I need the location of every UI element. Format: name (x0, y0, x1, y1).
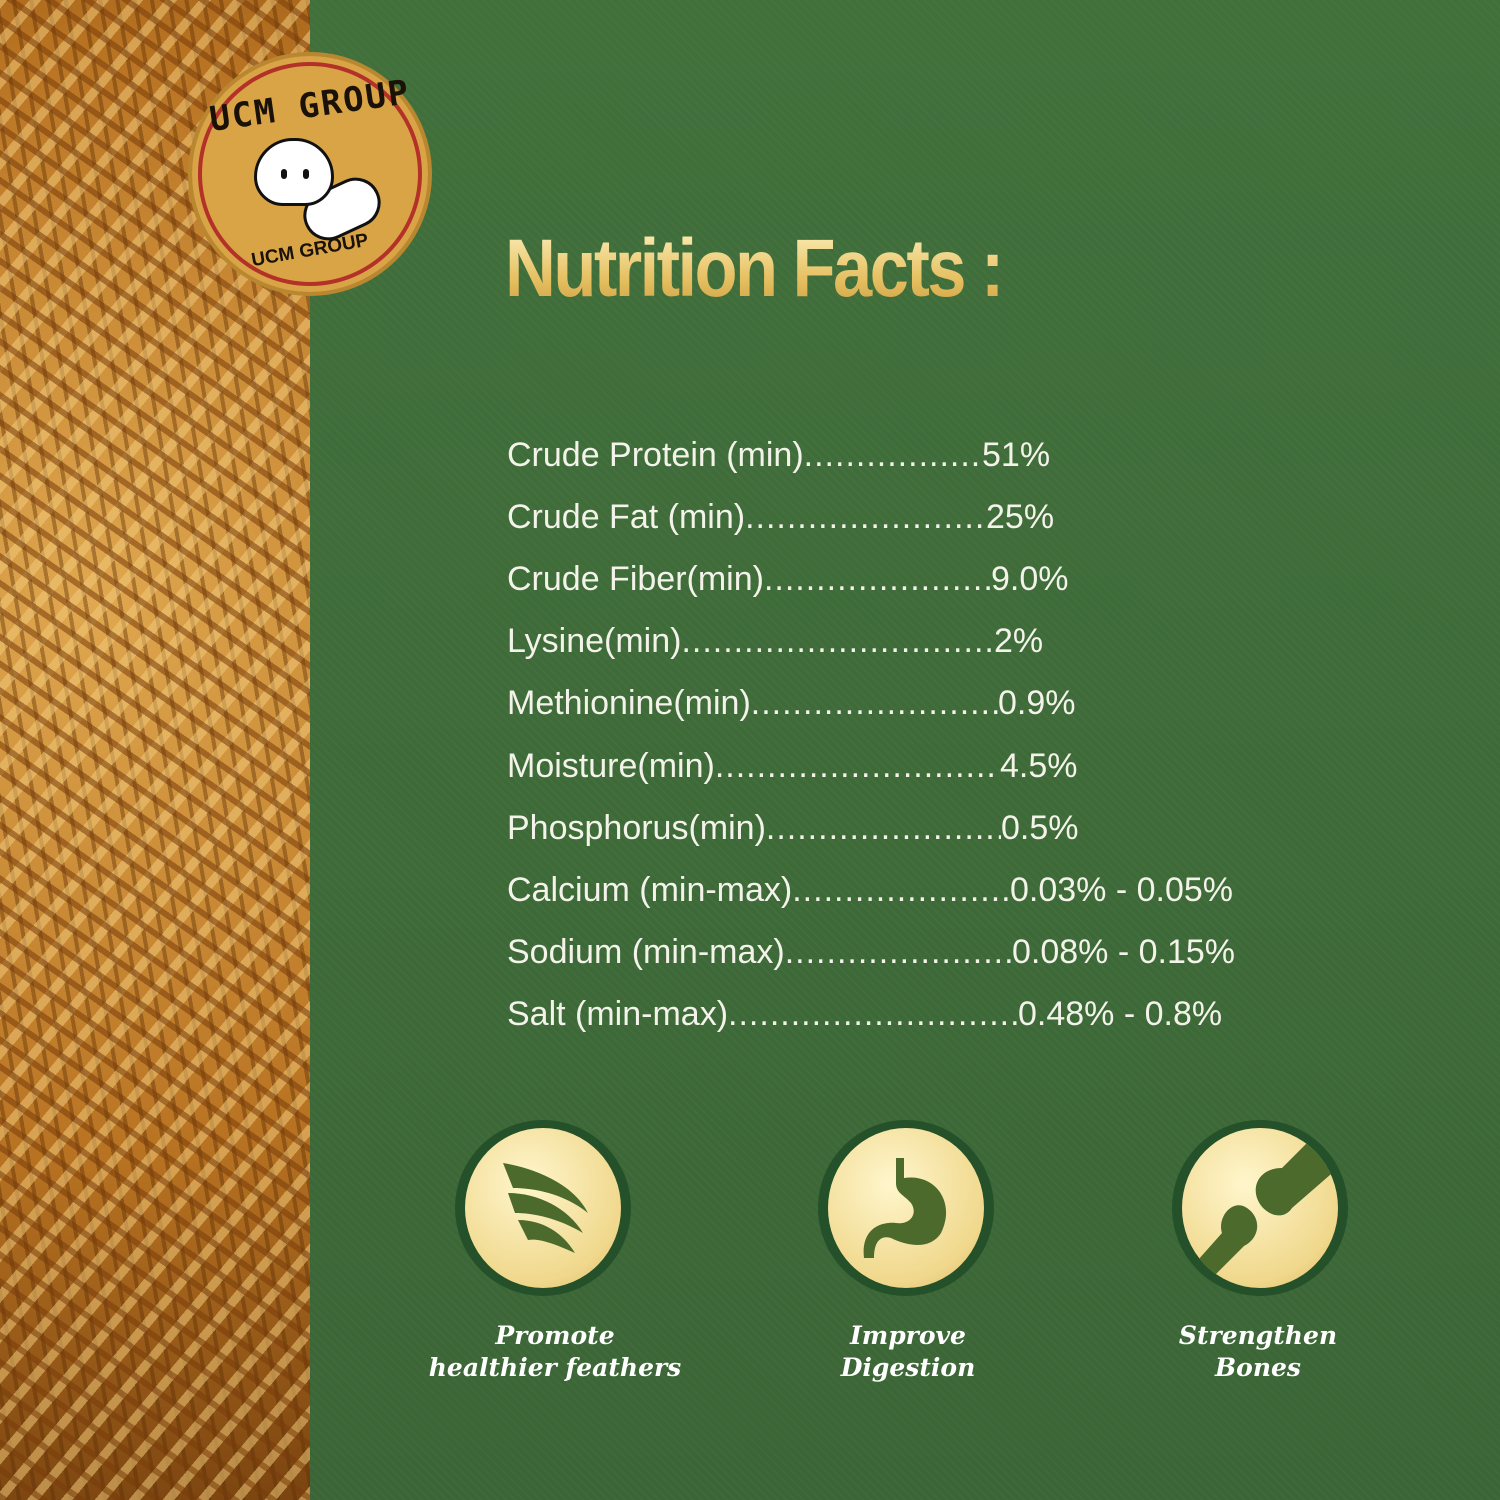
nutrient-value: 9.0% (991, 559, 1069, 598)
nutrient-value: 25% (986, 497, 1055, 536)
nutrient-value: 0.48% - 0.8% (1018, 995, 1223, 1034)
page-title: Nutrition Facts : (505, 223, 1004, 314)
nutrient-row: Crude Fat (min) 25% (507, 486, 1235, 548)
nutrient-value: 2% (994, 622, 1044, 661)
nutrient-value: 51% (982, 435, 1051, 474)
nutrient-row: Methionine(min) 0.9% (507, 673, 1235, 735)
nutrient-value: 4.5% (1000, 746, 1078, 785)
nutrient-label: Calcium (min-max) (507, 870, 793, 909)
ucm-group-logo: UCM GROUP UCM GROUP (188, 52, 432, 296)
stomach-icon (863, 1158, 947, 1258)
nutrient-label: Crude Protein (min) (507, 435, 804, 474)
nutrient-row: Sodium (min-max) 0.08% - 0.15% (507, 922, 1235, 984)
nutrient-label: Crude Fat (min) (507, 497, 746, 536)
stomach-badge (818, 1120, 994, 1296)
nutrient-label: Crude Fiber(min) (507, 559, 764, 598)
feather-icon (503, 1163, 588, 1253)
nutrient-label: Moisture(min) (507, 746, 715, 785)
nutrient-label: Salt (min-max) (507, 995, 729, 1034)
nutrient-row: Calcium (min-max) 0.03% - 0.05% (507, 859, 1235, 921)
nutrient-label: Sodium (min-max) (507, 933, 785, 972)
nutrient-value: 0.9% (998, 684, 1076, 723)
nutrient-value: 0.5% (1001, 808, 1079, 847)
benefit-caption: Promote healthier feathers (428, 1321, 682, 1382)
nutrient-row: Phosphorus(min) 0.5% (507, 797, 1235, 859)
nutrient-row: Salt (min-max) 0.48% - 0.8% (507, 984, 1235, 1046)
nutrient-value: 0.08% - 0.15% (1012, 933, 1236, 972)
nutrient-label: Phosphorus(min) (507, 808, 766, 847)
nutrition-list: Crude Protein (min) 51% Crude Fat (min) 25… (507, 424, 1235, 1046)
nutrient-row: Lysine(min) 2% (507, 611, 1235, 673)
nutrient-row: Moisture(min) 4.5% (507, 735, 1235, 797)
nutrient-label: Methionine(min) (507, 684, 751, 723)
benefit-caption: Strengthen Bones (1178, 1321, 1338, 1382)
benefit-caption: Improve Digestion (840, 1321, 976, 1382)
nutrient-row: Crude Fiber(min) 9.0% (507, 548, 1235, 610)
bone-joint-icon (1182, 1128, 1338, 1288)
nutrient-value: 0.03% - 0.05% (1010, 870, 1234, 909)
feather-badge (455, 1120, 631, 1296)
nutrient-label: Lysine(min) (507, 622, 682, 661)
nutrient-row: Crude Protein (min) 51% (507, 424, 1235, 486)
bone-badge (1172, 1120, 1348, 1296)
mascot-face (254, 138, 334, 206)
